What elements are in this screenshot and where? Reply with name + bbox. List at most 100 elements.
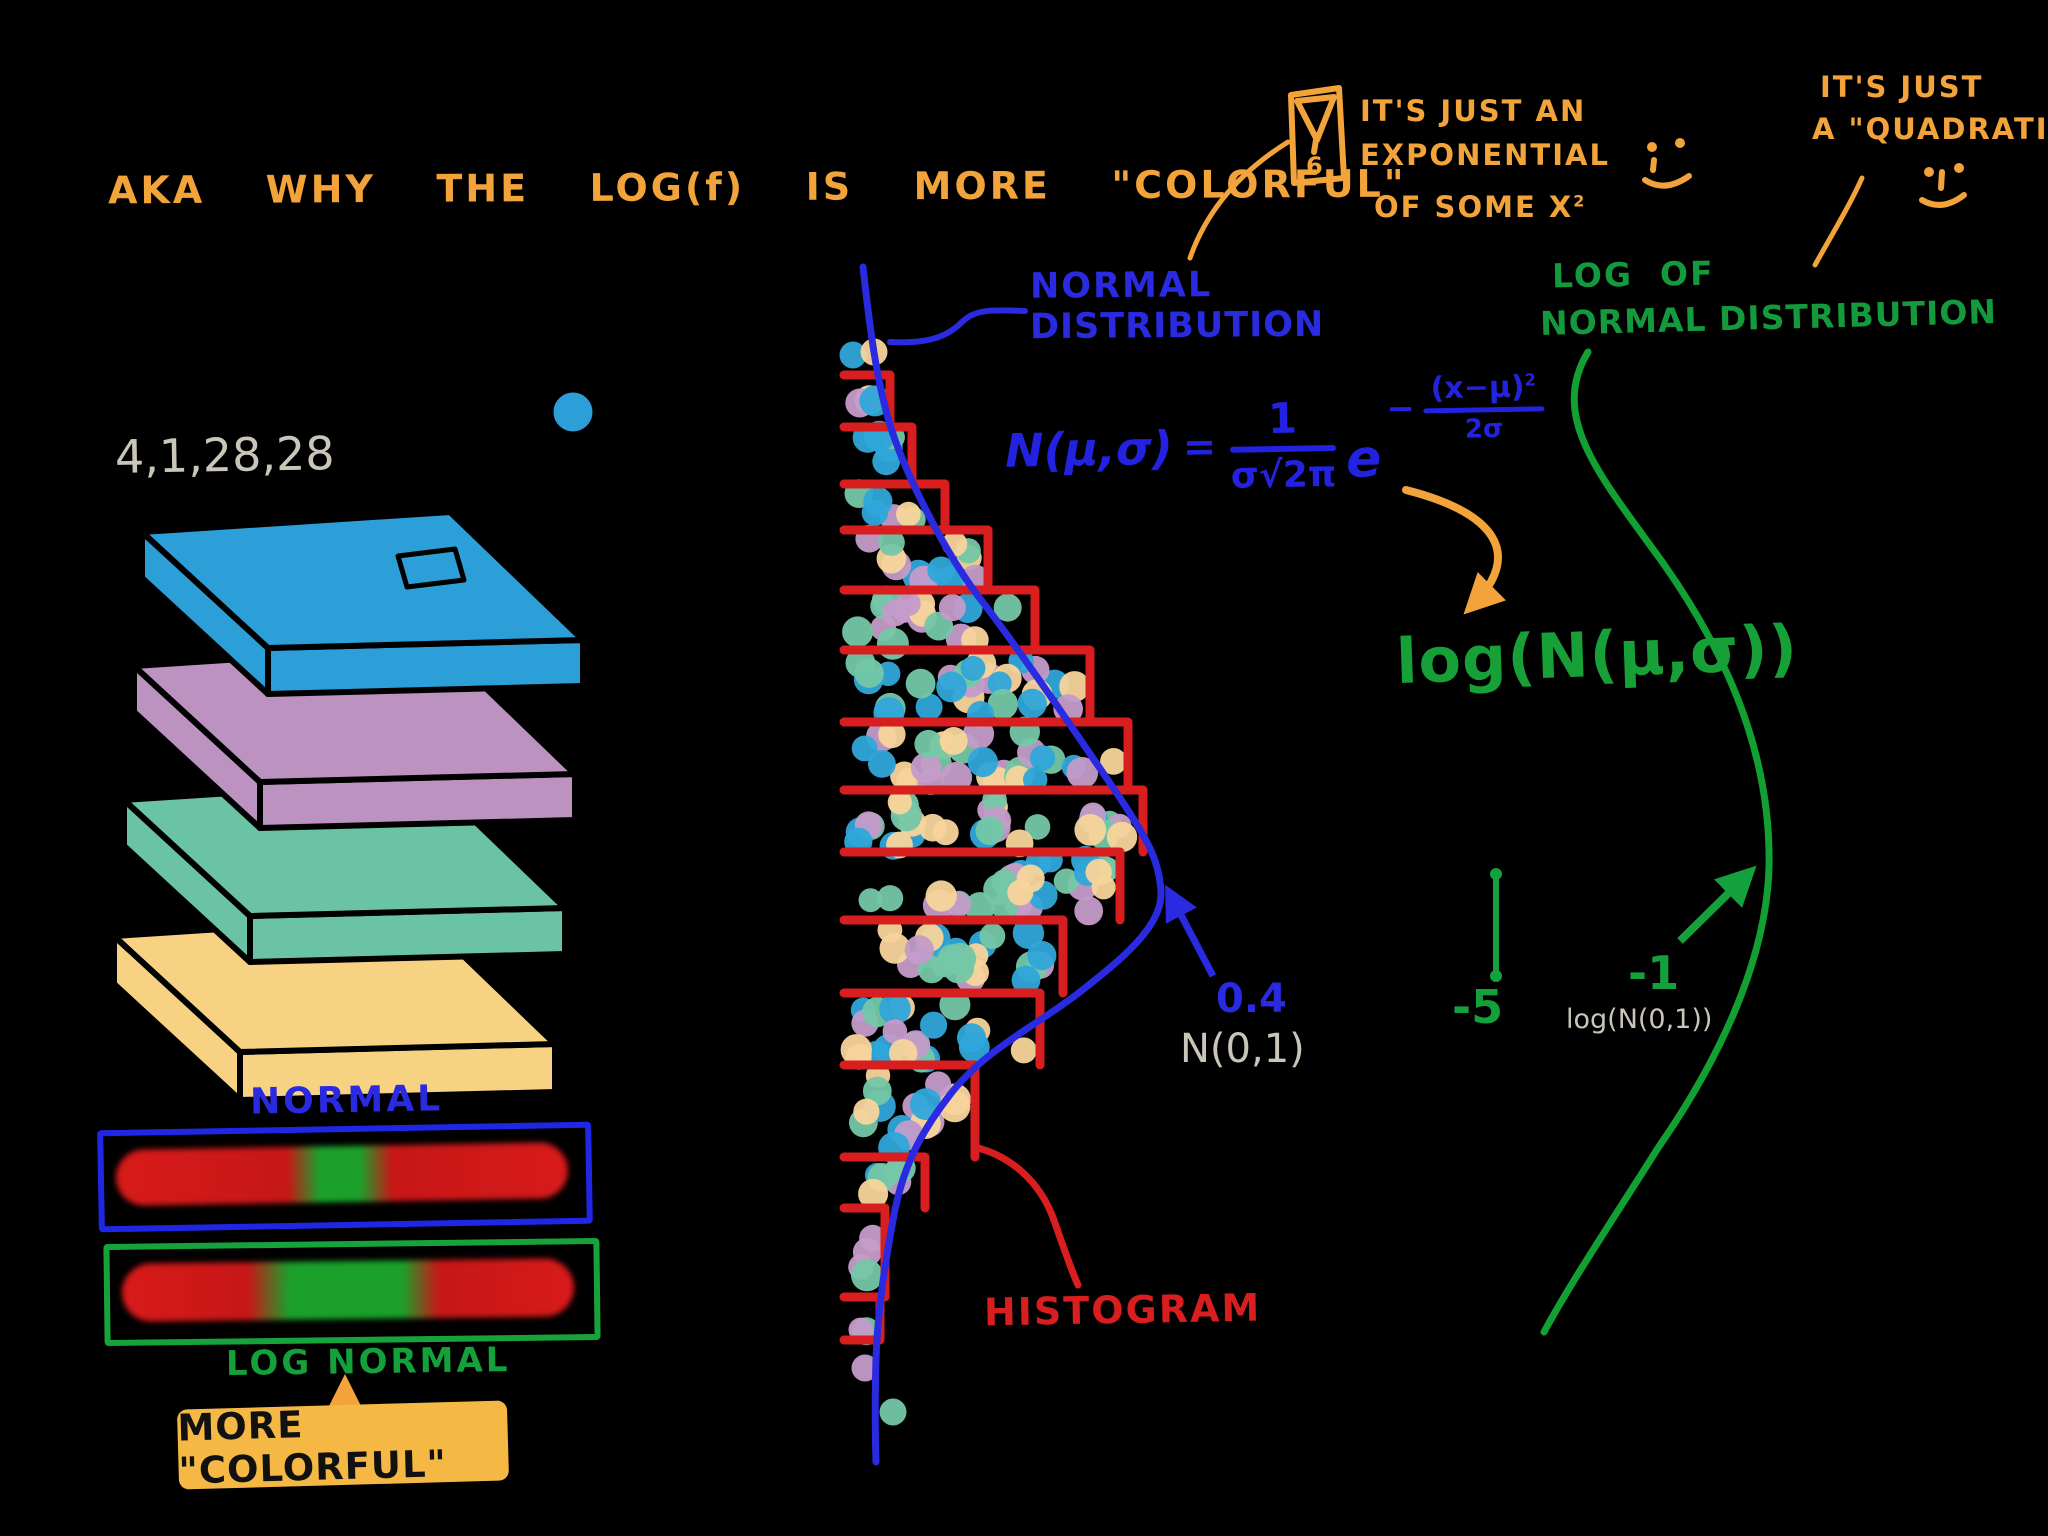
sample-dot <box>851 1259 883 1292</box>
more-colorful-callout: MORE "COLORFUL" <box>176 1400 510 1493</box>
formula-numerator: 1 <box>1267 393 1298 444</box>
peak-value-arrow <box>1165 884 1217 978</box>
more-colorful-text: MORE "COLORFUL" <box>176 1403 448 1493</box>
log-normal-curve <box>1540 348 1773 1336</box>
sample-dot <box>1100 748 1127 775</box>
sample-dot <box>905 668 936 699</box>
sample-dot <box>1029 745 1056 771</box>
quadratic-note-line2: A "QUADRATIC" <box>1812 112 2048 146</box>
sample-dot <box>958 1031 990 1063</box>
sample-dot <box>975 816 1005 846</box>
sample-dot <box>1059 671 1090 702</box>
dist-name-label: N(0,1) <box>1180 1026 1305 1072</box>
normal-bar-label: NORMAL <box>249 1078 444 1123</box>
log-dist-name-label: log(N(0,1)) <box>1566 1004 1713 1035</box>
histogram-label: HISTOGRAM <box>983 1285 1262 1335</box>
sample-dot <box>862 1076 892 1106</box>
log-tail-segment <box>1490 868 1502 982</box>
sample-dot <box>941 761 973 793</box>
log-peak-arrow <box>1677 865 1757 944</box>
exponent-power: 2 <box>1524 369 1537 390</box>
exponential-note-line3: OF SOME X2 <box>1374 190 1587 224</box>
sample-dot <box>1053 868 1080 894</box>
exponent-denominator: 2σ <box>1464 413 1504 445</box>
sample-dot <box>878 720 906 749</box>
page-title: AKA WHY THE LOG(f) IS MORE "COLORFUL" <box>107 161 1407 213</box>
sample-dot <box>925 880 957 912</box>
sample-dot <box>858 888 883 913</box>
sample-dot <box>914 729 943 759</box>
log-of-normal-label-line1: LOG OF <box>1551 253 1715 296</box>
log-normal-activation-box <box>103 1237 601 1347</box>
sample-dot <box>879 1398 907 1426</box>
blue-dot <box>550 389 596 435</box>
exclamation-box-icon <box>1288 85 1347 186</box>
sample-dot <box>1074 814 1107 846</box>
normal-distribution-label-line1: NORMAL <box>1029 265 1213 307</box>
exponential-note-line2: EXPONENTIAL <box>1360 138 1610 172</box>
sample-dot <box>987 689 1018 720</box>
sample-dot <box>889 1039 918 1068</box>
formula-base-e: e <box>1345 429 1382 490</box>
formula-denominator: σ√2π <box>1230 453 1337 497</box>
sample-dot <box>851 1354 879 1382</box>
sample-dot <box>851 735 878 762</box>
exponent-sign: − <box>1386 388 1416 430</box>
sample-dot <box>936 671 967 703</box>
log-tail-value-label: -5 <box>1452 980 1504 1034</box>
exponent-sup: 2 <box>1573 191 1587 211</box>
formula-exponent: − (x−μ)2 2σ <box>1386 369 1545 445</box>
normal-distribution-connector <box>887 307 1028 346</box>
normal-activation-box <box>97 1121 593 1233</box>
quadratic-note-connector <box>1812 175 1865 268</box>
sample-dot <box>918 813 947 842</box>
sample-dot <box>937 944 967 973</box>
sample-dot <box>868 750 896 778</box>
sample-dot <box>1017 688 1047 719</box>
sample-dot <box>882 1019 908 1044</box>
sample-dot <box>1085 858 1112 886</box>
log-normal-bar-label: LOG NORMAL <box>225 1340 511 1384</box>
log-normal-activation-blob <box>121 1258 575 1322</box>
sample-dot <box>960 655 986 681</box>
sample-dot <box>910 752 942 784</box>
sample-dot <box>915 693 943 721</box>
normal-activation-blob <box>115 1142 569 1206</box>
formula-fraction: 1 σ√2π <box>1229 393 1337 497</box>
sample-dot <box>967 746 999 778</box>
sample-dot <box>896 501 921 527</box>
smiley-icon <box>1919 163 1967 208</box>
sample-dot <box>877 885 904 912</box>
formula-lhs: N(μ,σ) <box>1004 420 1174 478</box>
sample-dot <box>854 658 884 688</box>
sample-dot <box>993 593 1022 622</box>
sample-dot <box>853 1098 880 1125</box>
sample-dot <box>1012 917 1045 949</box>
sample-dot <box>887 790 912 815</box>
normal-density-formula: N(μ,σ) = 1 σ√2π e − (x−μ)2 2σ <box>1004 369 1546 498</box>
sample-dots <box>839 338 1138 1426</box>
sample-dot <box>1074 896 1104 926</box>
sample-dot <box>904 935 934 965</box>
sample-dot <box>1007 879 1034 906</box>
sample-dot <box>863 486 893 516</box>
sample-dot <box>1066 757 1099 789</box>
sample-dot <box>842 616 874 648</box>
sample-dot <box>1106 821 1138 853</box>
exponent-numerator: (x−μ)2 <box>1430 369 1537 406</box>
tensor-layer-blue <box>139 509 586 697</box>
kernel-marker <box>395 546 467 590</box>
quadratic-note-line1: IT'S JUST <box>1820 70 1984 104</box>
normal-distribution-label-line2: DISTRIBUTION <box>1029 304 1325 348</box>
sample-dot <box>1011 965 1041 995</box>
sample-dot <box>878 529 905 556</box>
sample-dot <box>896 591 921 616</box>
sample-dot <box>1010 1037 1037 1064</box>
sample-dot <box>939 727 968 755</box>
sample-dot <box>1027 940 1057 971</box>
sample-dot <box>858 1178 889 1209</box>
sample-dot <box>876 627 909 660</box>
formula-equals: = <box>1182 424 1217 471</box>
